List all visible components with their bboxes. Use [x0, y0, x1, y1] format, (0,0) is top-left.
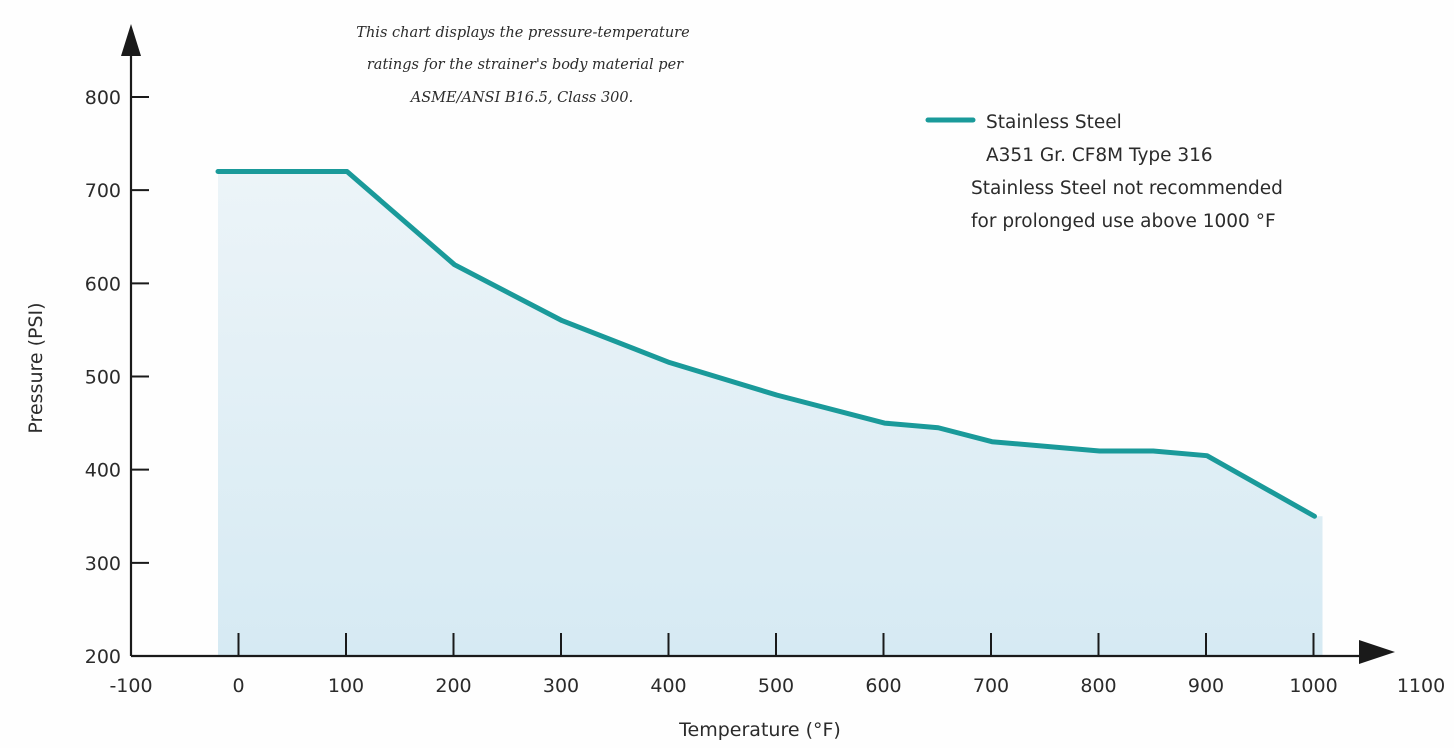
series-line-layer — [215, 169, 1317, 519]
x-tick-label: 700 — [973, 675, 1009, 697]
y-axis-arrow — [121, 24, 141, 56]
legend-note-line-1: Stainless Steel not recommended — [971, 178, 1283, 199]
chart-note-line-2: ratings for the strainer's body material… — [367, 57, 684, 73]
y-tick-label: 500 — [85, 367, 121, 389]
x-tick-label: 100 — [328, 675, 364, 697]
legend-note-line-2: for prolonged use above 1000 °F — [971, 211, 1276, 232]
x-tick-label: 400 — [650, 675, 686, 697]
y-tick-label: 700 — [85, 180, 121, 202]
series-line — [215, 169, 1317, 519]
x-tick-label: -100 — [109, 675, 152, 697]
y-tick-label: 300 — [85, 553, 121, 575]
y-tick-label: 800 — [85, 87, 121, 109]
x-axis-arrow — [1359, 640, 1395, 664]
x-tick-label: 900 — [1188, 675, 1224, 697]
axis-ticks: -100 0 100 200 300 400 500 600 700 800 900 1000 1100… — [85, 87, 1445, 697]
chart-note-line-1: This chart displays the pressure-tempera… — [356, 25, 689, 41]
area-fill-layer — [218, 171, 1323, 657]
x-tick-label: 1100 — [1397, 675, 1445, 697]
x-tick-label: 200 — [435, 675, 471, 697]
y-axis-title: Pressure (PSI) — [25, 302, 47, 433]
x-tick-label: 1000 — [1289, 675, 1337, 697]
y-tick-label: 200 — [85, 646, 121, 668]
legend-label-series: Stainless Steel — [986, 112, 1122, 133]
x-tick-label: 0 — [232, 675, 244, 697]
legend-label-material: A351 Gr. CF8M Type 316 — [986, 145, 1213, 166]
x-tick-label: 500 — [758, 675, 794, 697]
series-area — [218, 171, 1323, 657]
x-axis-title: Temperature (°F) — [678, 719, 841, 741]
y-tick-label: 400 — [85, 460, 121, 482]
x-tick-label: 600 — [865, 675, 901, 697]
x-tick-label: 300 — [543, 675, 579, 697]
y-tick-label: 600 — [85, 273, 121, 295]
x-tick-label: 800 — [1080, 675, 1116, 697]
chart-note-line-3: ASME/ANSI B16.5, Class 300. — [409, 90, 633, 106]
